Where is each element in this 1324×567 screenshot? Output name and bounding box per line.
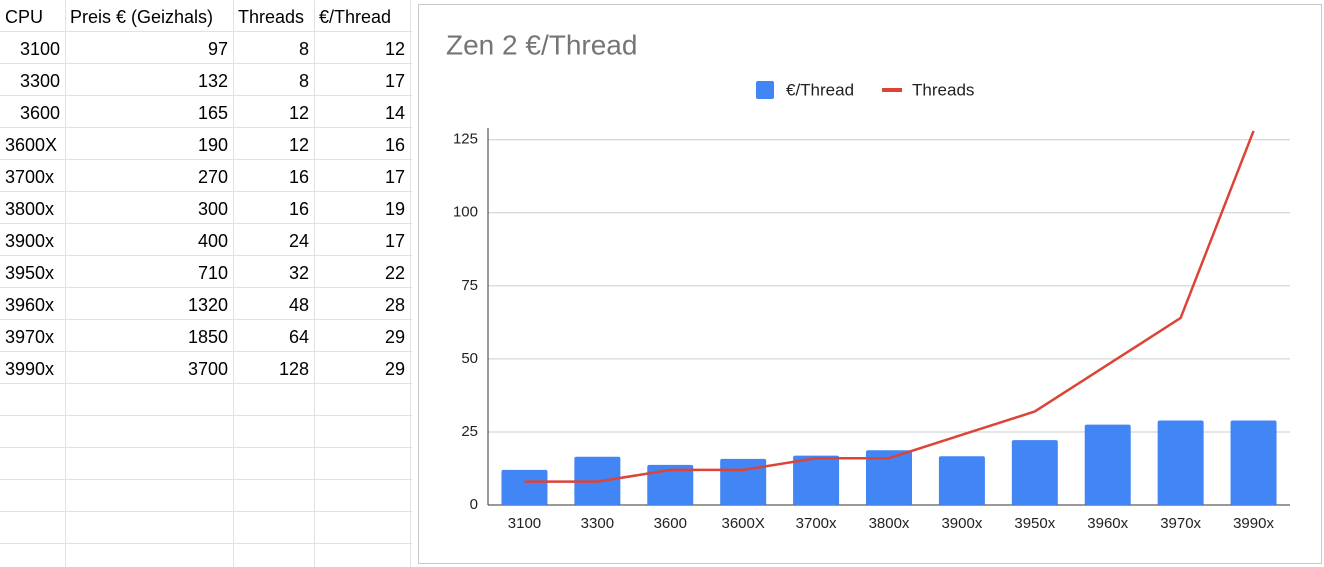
bar (720, 458, 767, 505)
cell[interactable]: 3600X (5, 135, 58, 155)
bar (501, 469, 548, 505)
cell[interactable]: 12 (288, 135, 309, 155)
cell[interactable]: 24 (288, 231, 309, 251)
x-tick-label: 3600X (721, 515, 764, 532)
cell[interactable]: 3700 (187, 359, 228, 379)
y-tick-label: 125 (453, 131, 478, 148)
cell[interactable]: 128 (278, 359, 309, 379)
bar (1157, 420, 1204, 505)
cell[interactable]: 29 (384, 359, 405, 379)
cell[interactable]: 165 (197, 103, 228, 123)
cell[interactable]: 3900x (5, 231, 55, 251)
cell[interactable]: 17 (384, 231, 405, 251)
x-tick-label: 3900x (941, 515, 982, 532)
column-border (233, 0, 234, 567)
chart-title: Zen 2 €/Thread (446, 29, 637, 60)
x-tick-label: 3800x (869, 515, 910, 532)
header-cell[interactable]: Threads (238, 7, 305, 27)
y-tick-label: 100 (453, 204, 478, 221)
cell[interactable]: 1850 (187, 327, 228, 347)
x-tick-label: 3960x (1087, 515, 1128, 532)
line (524, 130, 1255, 483)
cell[interactable]: 132 (197, 71, 228, 91)
bar (1084, 424, 1131, 505)
cell[interactable]: 8 (298, 71, 309, 91)
cell[interactable]: 29 (384, 327, 405, 347)
cell[interactable]: 12 (384, 39, 405, 59)
column-border (65, 0, 66, 567)
cell[interactable]: 19 (384, 199, 405, 219)
cell[interactable]: 17 (384, 167, 405, 187)
cell[interactable]: 3600 (19, 103, 60, 123)
bar (938, 456, 985, 505)
x-tick-label: 3700x (796, 515, 837, 532)
column-border (410, 0, 411, 567)
y-tick-label: 75 (461, 277, 478, 294)
legend-swatch (756, 81, 774, 99)
x-tick-label: 3600 (654, 515, 687, 532)
cell[interactable]: 3300 (19, 71, 60, 91)
bar (1230, 420, 1277, 505)
y-tick-label: 0 (470, 496, 478, 513)
legend-label: €/Thread (786, 80, 854, 99)
y-tick-label: 50 (461, 350, 478, 367)
cell[interactable]: 3800x (5, 199, 55, 219)
x-tick-label: 3300 (581, 515, 614, 532)
bar (647, 464, 694, 505)
cell[interactable]: 300 (197, 199, 228, 219)
bar (793, 455, 840, 505)
cell[interactable]: 48 (288, 295, 309, 315)
cell[interactable]: 12 (288, 103, 309, 123)
cell[interactable]: 22 (384, 263, 405, 283)
cell[interactable]: 64 (288, 327, 309, 347)
cell[interactable]: 16 (288, 199, 309, 219)
cell[interactable]: 97 (207, 39, 228, 59)
bar (866, 450, 912, 505)
cell[interactable]: 270 (197, 167, 228, 187)
x-tick-label: 3990x (1233, 515, 1274, 532)
cell[interactable]: 710 (197, 263, 228, 283)
cell[interactable]: 16 (384, 135, 405, 155)
cell[interactable]: 8 (298, 39, 309, 59)
header-cell[interactable]: Preis € (Geizhals) (70, 7, 214, 27)
cell[interactable]: 16 (288, 167, 309, 187)
bar (1011, 440, 1058, 505)
cell[interactable]: 3700x (5, 167, 55, 187)
cell[interactable]: 14 (384, 103, 405, 123)
cell[interactable]: 190 (197, 135, 228, 155)
column-border (314, 0, 315, 567)
cell[interactable]: 3100 (19, 39, 60, 59)
cell[interactable]: 3970x (5, 327, 55, 347)
y-tick-label: 25 (461, 423, 478, 440)
cell[interactable]: 28 (384, 295, 405, 315)
cell[interactable]: 400 (197, 231, 228, 251)
x-tick-label: 3950x (1014, 515, 1055, 532)
cell[interactable]: 17 (384, 71, 405, 91)
header-cell[interactable]: €/Thread (319, 7, 392, 27)
legend-label: Threads (912, 80, 974, 99)
cell[interactable]: 3950x (5, 263, 55, 283)
spreadsheet: CPU Preis € (Geizhals) Threads €/Thread 3100… (0, 0, 412, 567)
cell[interactable]: 32 (288, 263, 309, 283)
cell[interactable]: 1320 (187, 295, 228, 315)
header-cell[interactable]: CPU (5, 7, 44, 27)
cell[interactable]: 3960x (5, 295, 55, 315)
x-tick-label: 3970x (1160, 515, 1201, 532)
x-tick-label: 3100 (508, 515, 541, 532)
cell[interactable]: 3990x (5, 359, 55, 379)
